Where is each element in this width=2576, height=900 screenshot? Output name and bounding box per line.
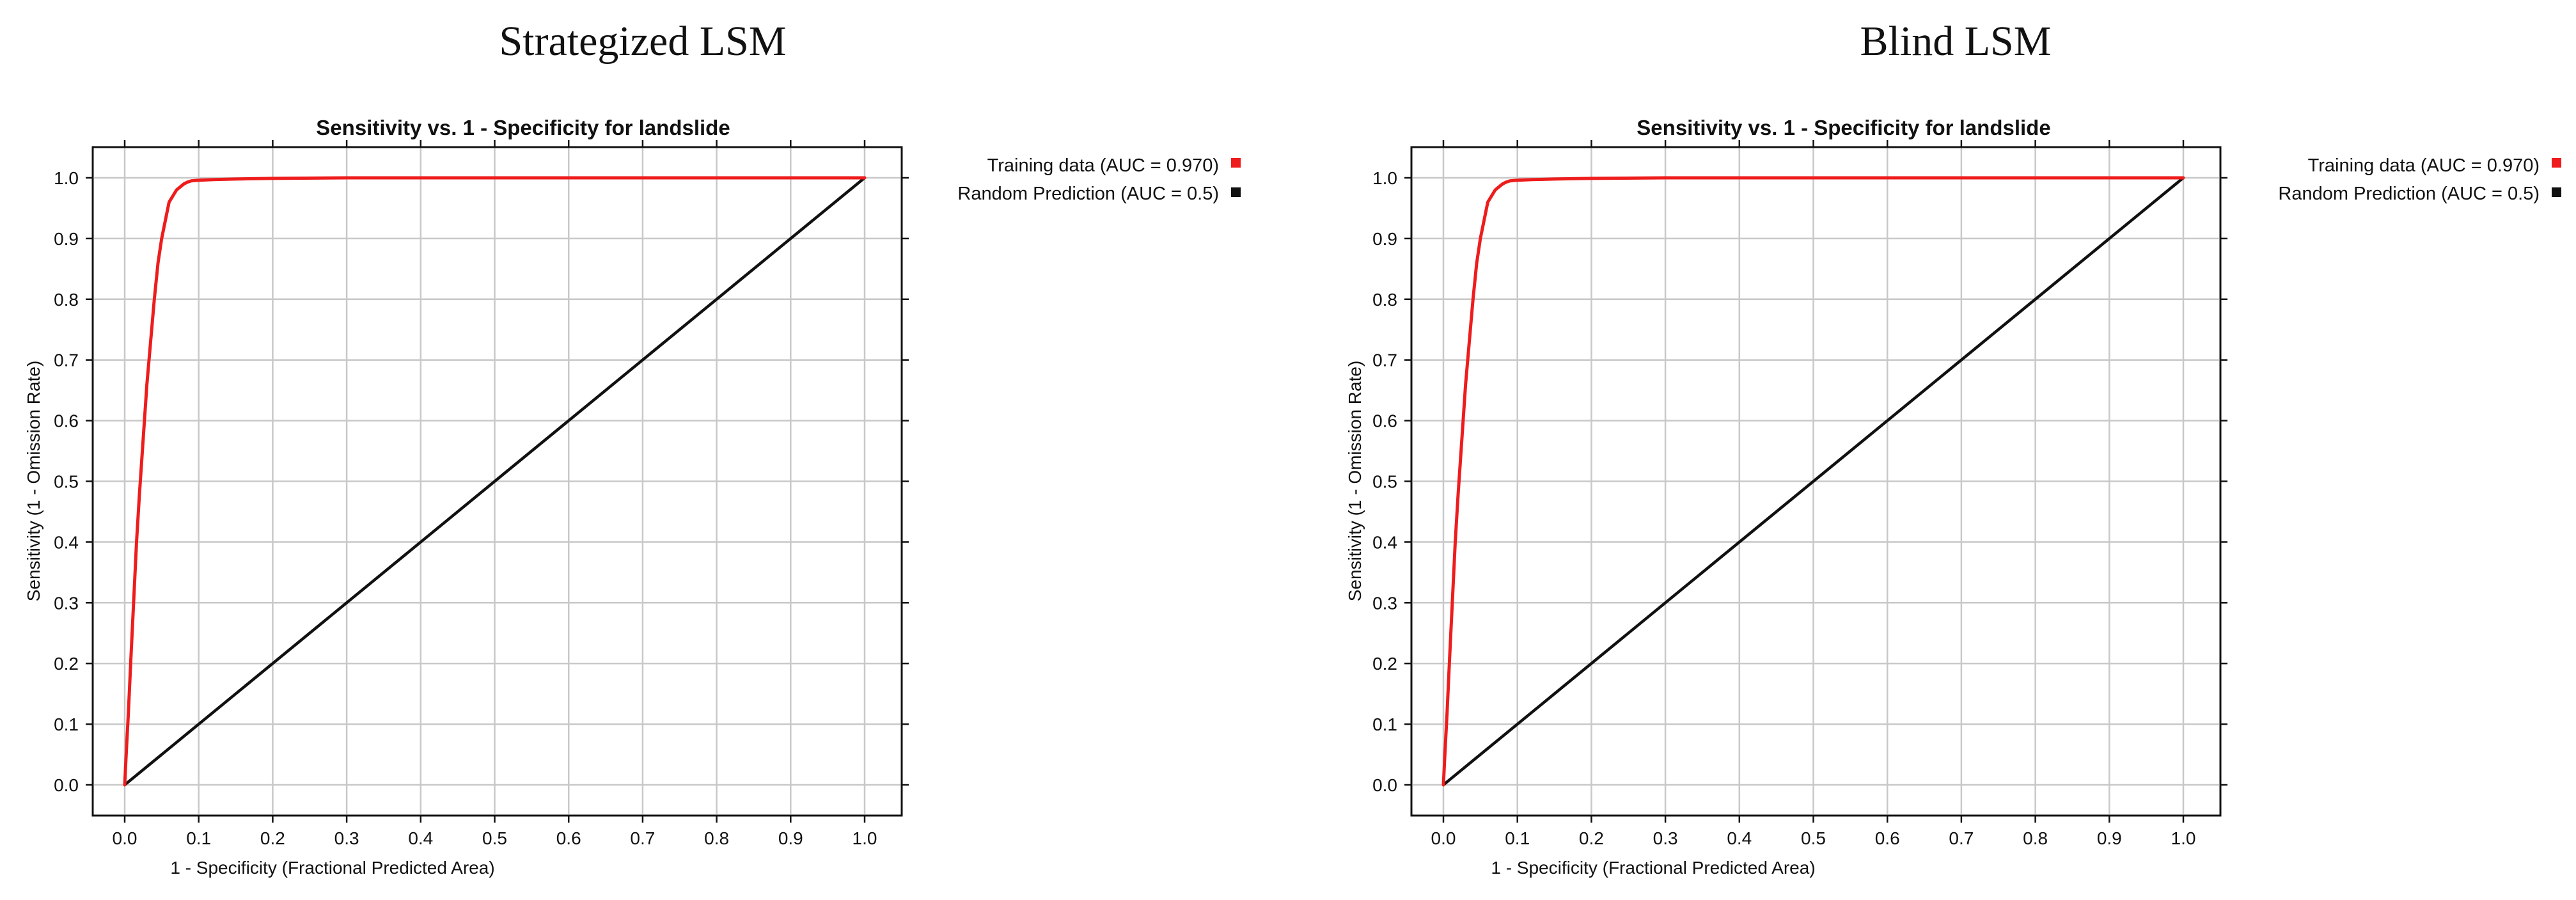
x-tick-label: 0.2: [260, 828, 285, 848]
series: [123, 176, 867, 787]
legend-swatch-random: [1231, 187, 1241, 197]
y-tick-label: 0.7: [1372, 351, 1397, 370]
y-tick-label: 1.0: [1372, 168, 1397, 188]
y-tick-label: 0.0: [1372, 775, 1397, 795]
y-tick-label: 0.3: [1372, 593, 1397, 613]
y-tick-label: 0.6: [1372, 411, 1397, 431]
legend-label-random: Random Prediction (AUC = 0.5): [2278, 184, 2540, 204]
legend-item-random: Random Prediction (AUC = 0.5): [2278, 184, 2561, 204]
panel-strategized-lsm: Strategized LSM Sensitivity vs. 1 - Spec…: [24, 18, 1241, 878]
x-axis-label: 1 - Specificity (Fractional Predicted Ar…: [1491, 858, 1815, 878]
y-tick-label: 0.8: [1372, 290, 1397, 310]
x-tick-label: 0.4: [1727, 828, 1752, 848]
legend-item-training: Training data (AUC = 0.970): [2308, 155, 2561, 176]
ticks: 0.0 0.1 0.2 0.3 0.4 0.5 0.6 0.7 0.8 0.9 1.0 0.0 0.1 0…: [54, 140, 909, 848]
y-tick-label: 0.4: [1372, 532, 1397, 552]
y-tick-label: 0.5: [54, 472, 79, 492]
legend-label-random: Random Prediction (AUC = 0.5): [957, 184, 1219, 204]
series: [1441, 176, 2185, 787]
x-tick-label: 0.5: [482, 828, 507, 848]
legend-label-training: Training data (AUC = 0.970): [987, 155, 1219, 176]
x-tick-label: 0.4: [408, 828, 433, 848]
y-tick-label: 0.8: [54, 290, 79, 310]
panel-title: Blind LSM: [1860, 18, 2052, 65]
series-line-training: [123, 176, 867, 787]
ticks: 0.0 0.1 0.2 0.3 0.4 0.5 0.6 0.7 0.8 0.9 1.0 0.0 0.1 0…: [1372, 140, 2227, 848]
x-tick-label: 0.1: [1505, 828, 1530, 848]
x-tick-label: 0.6: [556, 828, 581, 848]
y-tick-label: 0.9: [1372, 229, 1397, 249]
x-tick-label: 1.0: [2171, 828, 2196, 848]
x-tick-label: 0.3: [1653, 828, 1678, 848]
x-tick-label: 0.9: [2097, 828, 2122, 848]
y-tick-label: 0.5: [1372, 472, 1397, 492]
y-tick-label: 0.7: [54, 351, 79, 370]
legend-swatch-random: [2552, 187, 2561, 197]
x-tick-label: 0.7: [630, 828, 655, 848]
x-tick-label: 0.1: [186, 828, 211, 848]
legend-swatch-training: [1231, 158, 1241, 168]
y-tick-label: 0.6: [54, 411, 79, 431]
x-tick-label: 0.5: [1801, 828, 1826, 848]
y-tick-label: 0.1: [54, 714, 79, 734]
y-tick-label: 0.4: [54, 532, 79, 552]
legend-label-training: Training data (AUC = 0.970): [2308, 155, 2540, 176]
y-tick-label: 0.2: [1372, 654, 1397, 674]
x-tick-label: 0.0: [1431, 828, 1456, 848]
y-tick-label: 0.0: [54, 775, 79, 795]
x-tick-label: 0.6: [1875, 828, 1900, 848]
series-line-training: [1441, 176, 2185, 787]
plot-title: Sensitivity vs. 1 - Specificity for land…: [1637, 116, 2050, 139]
x-tick-label: 1.0: [852, 828, 877, 848]
legend-item-training: Training data (AUC = 0.970): [987, 155, 1241, 176]
y-tick-label: 0.2: [54, 654, 79, 674]
series-line-random: [1441, 176, 2185, 787]
panel-title: Strategized LSM: [499, 18, 786, 65]
y-tick-label: 1.0: [54, 168, 79, 188]
legend-item-random: Random Prediction (AUC = 0.5): [957, 184, 1241, 204]
x-tick-label: 0.2: [1579, 828, 1604, 848]
x-tick-label: 0.7: [1949, 828, 1974, 848]
legend-swatch-training: [2552, 158, 2561, 168]
y-tick-label: 0.3: [54, 593, 79, 613]
legend: Training data (AUC = 0.970) Random Predi…: [957, 155, 1241, 204]
y-axis-label: Sensitivity (1 - Omission Rate): [24, 361, 43, 602]
y-axis-label: Sensitivity (1 - Omission Rate): [1345, 361, 1365, 602]
panel-blind-lsm: Blind LSM Sensitivity vs. 1 - Specificit…: [1345, 18, 2561, 878]
legend: Training data (AUC = 0.970) Random Predi…: [2278, 155, 2561, 204]
grid: [94, 148, 900, 814]
y-tick-label: 0.1: [1372, 714, 1397, 734]
x-tick-label: 0.8: [704, 828, 729, 848]
x-tick-label: 0.8: [2023, 828, 2048, 848]
x-tick-label: 0.9: [778, 828, 803, 848]
plot-title: Sensitivity vs. 1 - Specificity for land…: [316, 116, 730, 139]
x-tick-label: 0.0: [113, 828, 137, 848]
y-tick-label: 0.9: [54, 229, 79, 249]
x-axis-label: 1 - Specificity (Fractional Predicted Ar…: [170, 858, 494, 878]
series-line-random: [123, 176, 867, 787]
x-tick-label: 0.3: [334, 828, 359, 848]
